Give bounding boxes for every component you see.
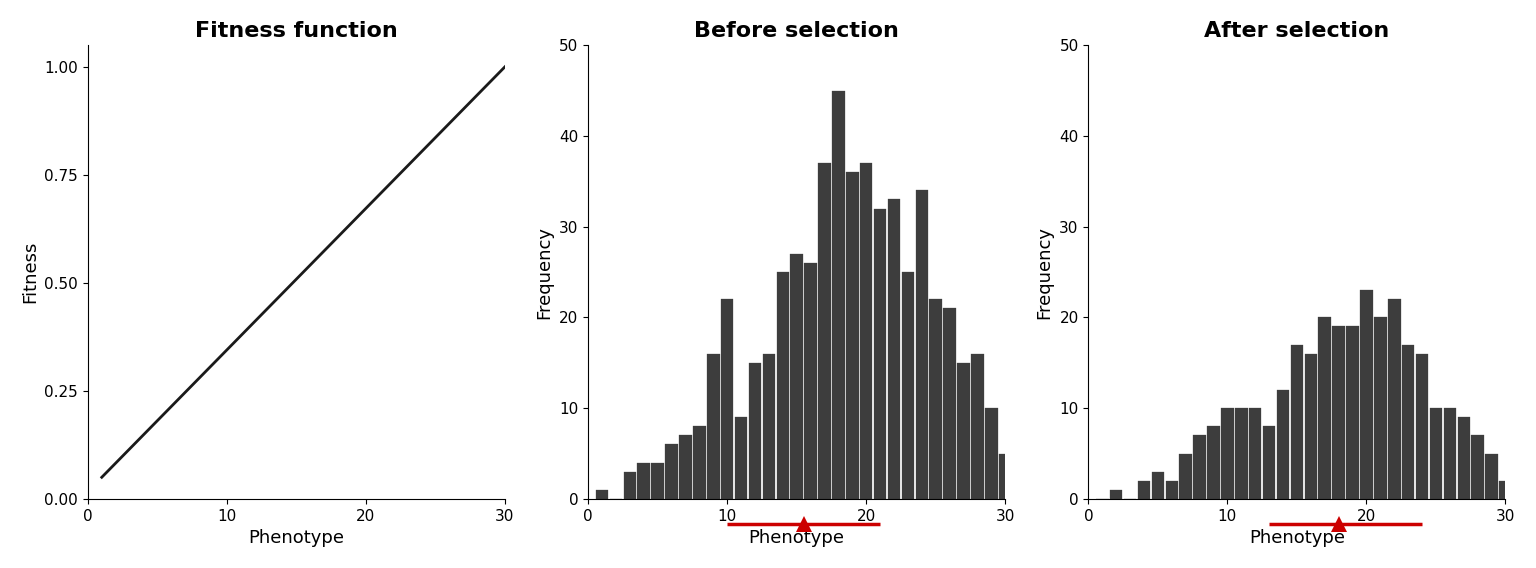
Bar [971, 354, 983, 499]
Bar [1249, 408, 1261, 499]
Bar [915, 190, 928, 499]
Bar [624, 471, 636, 499]
X-axis label: Phenotype: Phenotype [249, 529, 344, 547]
Bar [1012, 444, 1026, 499]
X-axis label: Phenotype: Phenotype [1249, 529, 1346, 547]
Bar [902, 272, 914, 499]
Bar [1304, 354, 1316, 499]
Bar [651, 462, 664, 499]
Bar [1290, 345, 1303, 499]
Bar [943, 308, 955, 499]
Bar [1527, 481, 1536, 499]
Bar [860, 163, 872, 499]
Bar [762, 354, 776, 499]
Bar [707, 354, 719, 499]
Bar [679, 435, 691, 499]
Bar [1180, 453, 1192, 499]
X-axis label: Phenotype: Phenotype [748, 529, 845, 547]
Bar [791, 254, 803, 499]
Bar [596, 490, 608, 499]
Bar [1138, 481, 1150, 499]
Bar [1361, 290, 1373, 499]
Bar [1263, 427, 1275, 499]
Bar [1193, 435, 1206, 499]
Y-axis label: Frequency: Frequency [1035, 225, 1054, 319]
Bar [1430, 408, 1442, 499]
Bar [693, 427, 705, 499]
Bar [720, 299, 733, 499]
Bar [637, 462, 650, 499]
Y-axis label: Frequency: Frequency [536, 225, 553, 319]
Bar [888, 199, 900, 499]
Title: After selection: After selection [1204, 21, 1390, 41]
Bar [777, 272, 790, 499]
Bar [1416, 354, 1428, 499]
Bar [1235, 408, 1247, 499]
Title: Fitness function: Fitness function [195, 21, 398, 41]
Bar [1318, 318, 1332, 499]
Bar [805, 263, 817, 499]
Bar [1152, 471, 1164, 499]
Bar [998, 453, 1012, 499]
Bar [1026, 481, 1040, 499]
Bar [1513, 444, 1525, 499]
Bar [665, 444, 677, 499]
Bar [929, 299, 942, 499]
Bar [1458, 417, 1470, 499]
Title: Before selection: Before selection [694, 21, 899, 41]
Bar [846, 172, 859, 499]
Bar [1375, 318, 1387, 499]
Bar [1402, 345, 1415, 499]
Bar [1444, 408, 1456, 499]
Bar [985, 408, 997, 499]
Bar [1485, 453, 1498, 499]
Bar [1207, 427, 1220, 499]
Bar [1111, 490, 1123, 499]
Bar [1221, 408, 1233, 499]
Bar [874, 208, 886, 499]
Bar [833, 90, 845, 499]
Bar [1471, 435, 1484, 499]
Bar [1332, 327, 1346, 499]
Bar [734, 417, 748, 499]
Bar [1499, 481, 1511, 499]
Bar [819, 163, 831, 499]
Bar [1166, 481, 1178, 499]
Bar [748, 363, 762, 499]
Bar [1389, 299, 1401, 499]
Bar [1346, 327, 1359, 499]
Bar [1276, 390, 1289, 499]
Bar [957, 363, 969, 499]
Y-axis label: Fitness: Fitness [22, 241, 38, 303]
